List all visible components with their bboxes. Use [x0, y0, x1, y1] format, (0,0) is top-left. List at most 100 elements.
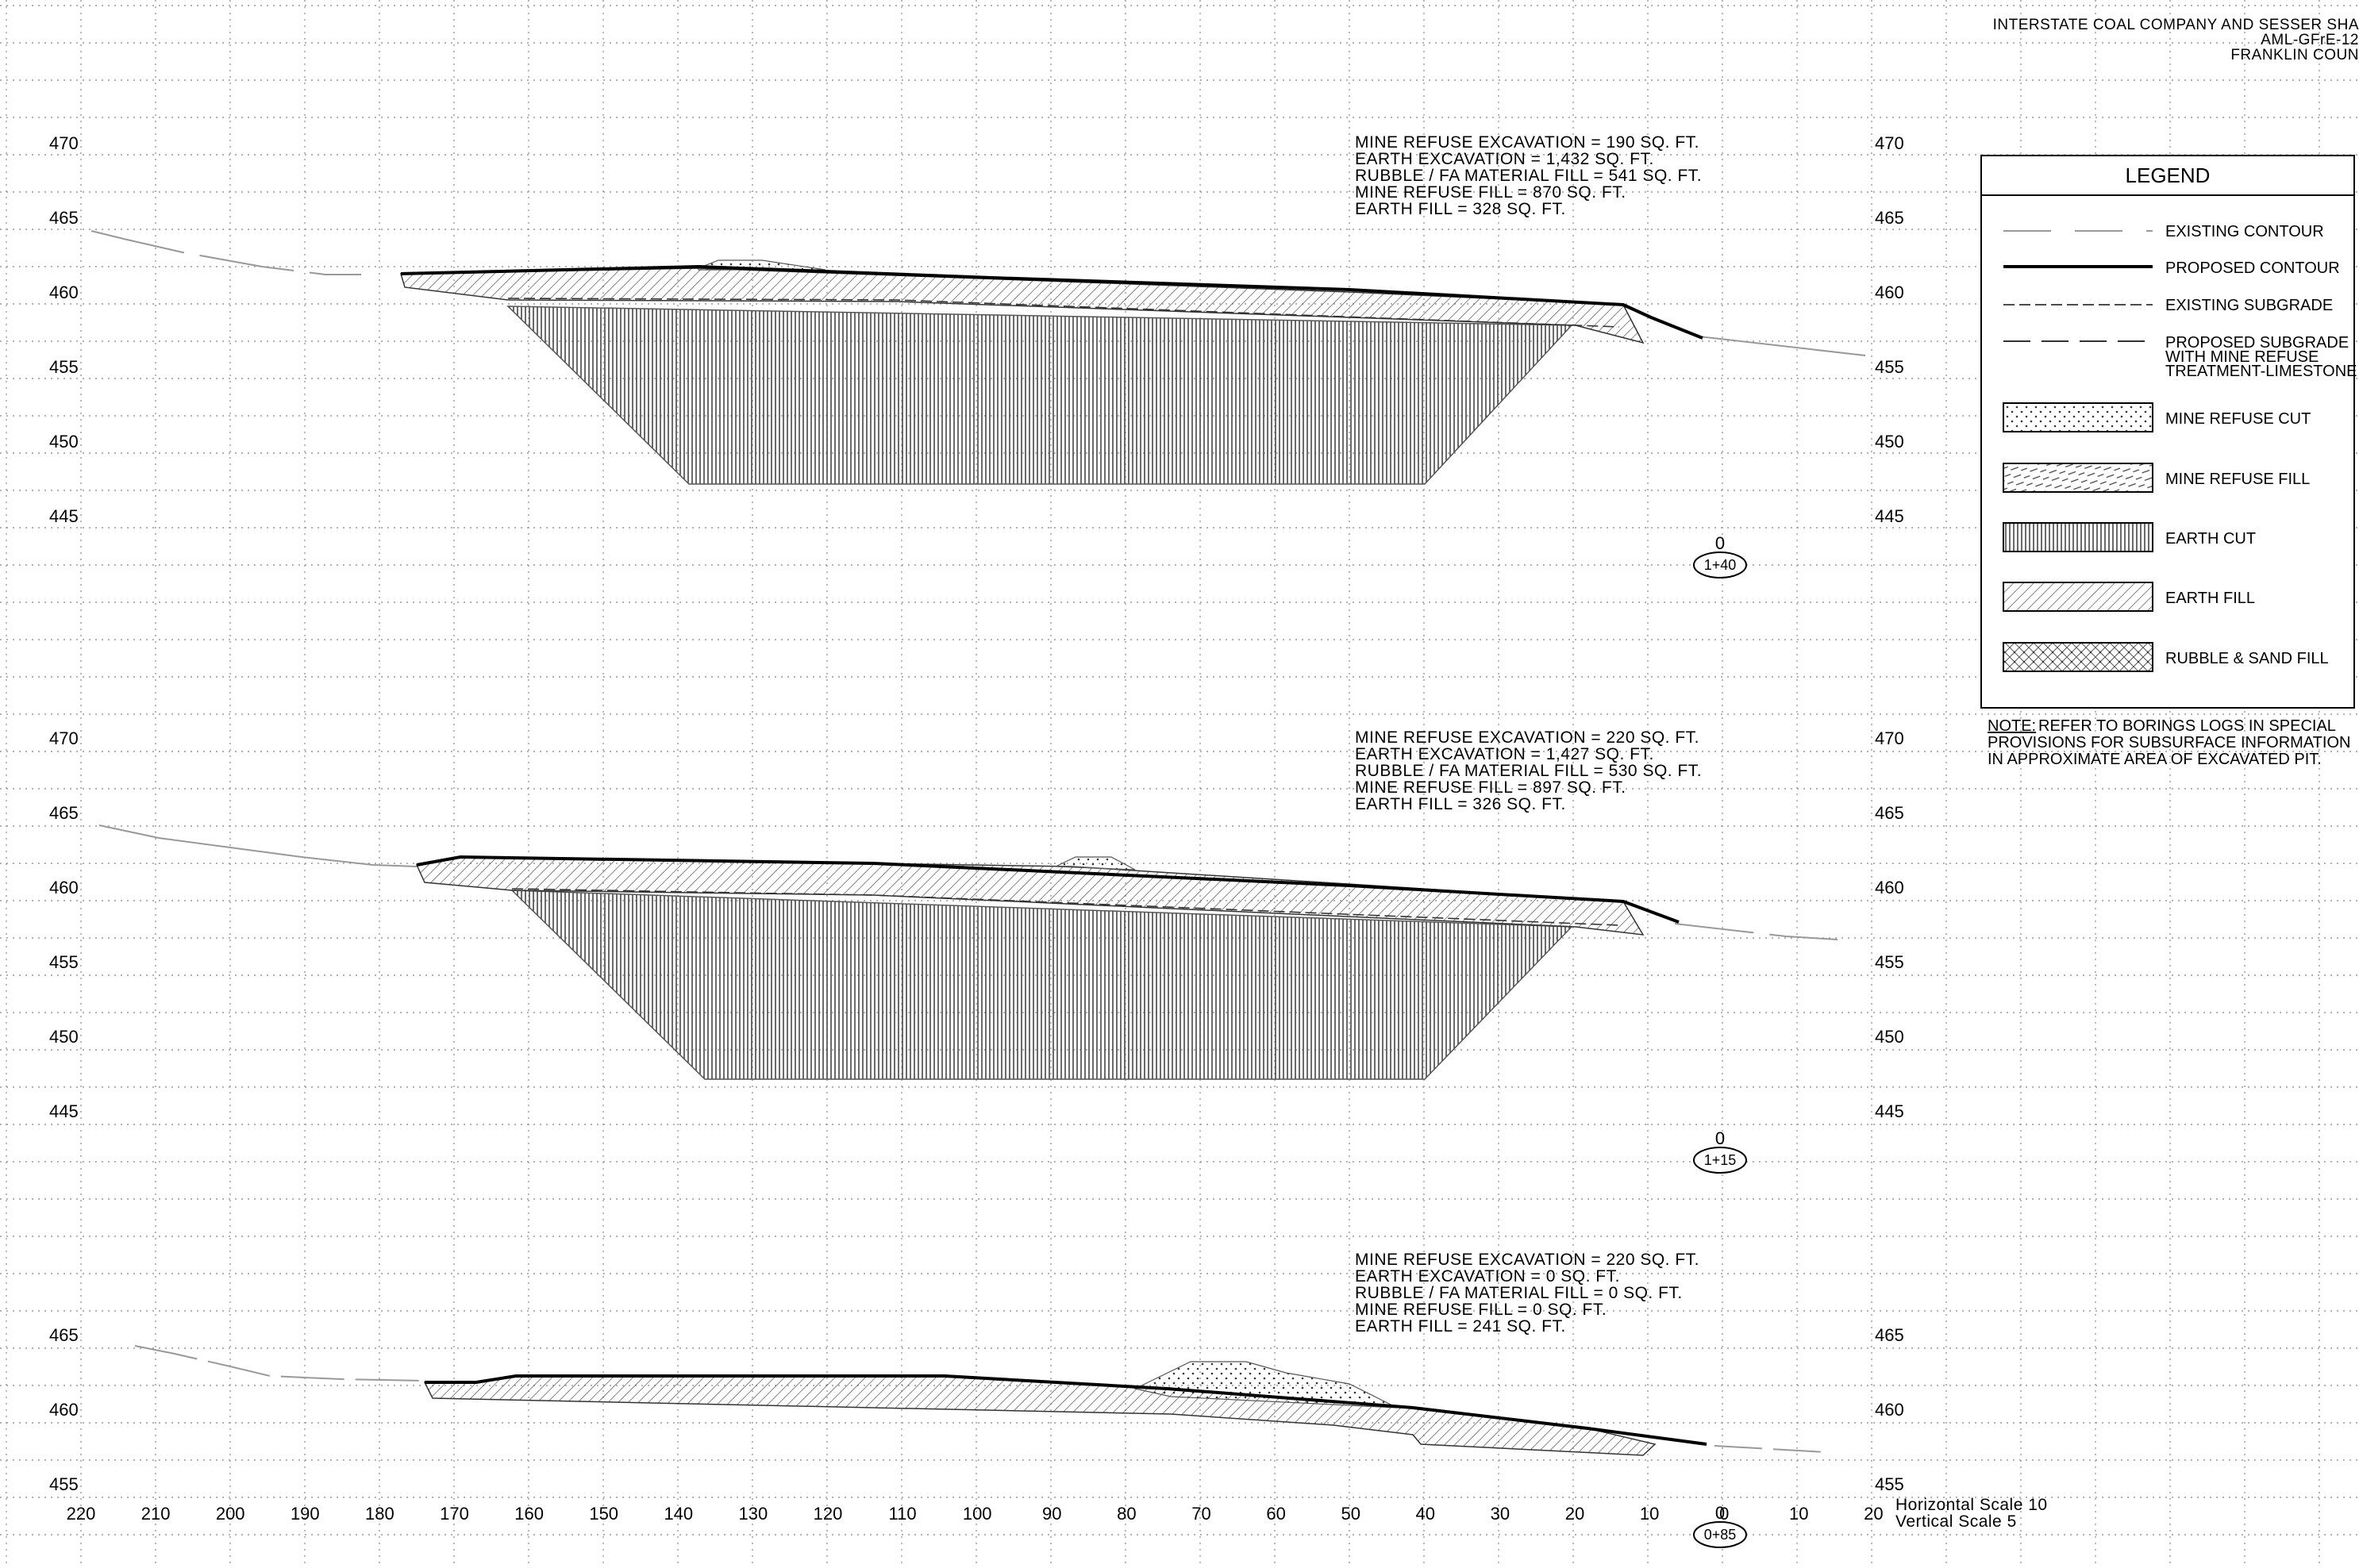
x-tick-label: 170: [440, 1504, 469, 1524]
legend: LEGEND EXISTING CONTOUR PROPOSED CONTOUR…: [1980, 155, 2357, 768]
elevation-label-left: 470: [49, 133, 79, 153]
elevation-label-right: 450: [1875, 1027, 1904, 1047]
legend-proposed-subgrade-line2: WITH MINE REFUSE: [2165, 348, 2319, 366]
station-ellipse: [1693, 551, 1747, 578]
elevation-label-right: 465: [1875, 803, 1904, 823]
x-tick-label: 20: [1864, 1504, 1883, 1524]
x-tick-label: 140: [664, 1504, 693, 1524]
x-tick-label: 90: [1042, 1504, 1061, 1524]
section-1-proposed-contour: [400, 264, 1703, 340]
quantity-line: EARTH FILL = 328 SQ. FT.: [1355, 200, 1566, 218]
legend-note-line3: IN APPROXIMATE AREA OF EXCAVATED PIT.: [1988, 751, 2322, 768]
x-tick-label: 160: [514, 1504, 544, 1524]
elevation-label-left: 450: [49, 1027, 79, 1047]
section-2-existing-subgrade: [511, 888, 1620, 926]
x-tick-label: 20: [1565, 1504, 1584, 1524]
section-1-geometry: [90, 230, 1866, 485]
x-tick-label: 10: [1640, 1504, 1659, 1524]
x-tick-label: 220: [67, 1504, 96, 1524]
elevation-label-left: 445: [49, 506, 79, 526]
quantity-line: RUBBLE / FA MATERIAL FILL = 541 SQ. FT.: [1355, 167, 1702, 185]
elevation-label-right: 450: [1875, 432, 1904, 452]
station-offset: 0: [1715, 1503, 1725, 1523]
section-2-existing-contour: [98, 824, 418, 867]
section-2-earth-cut: [510, 890, 1573, 1080]
quantity-line: RUBBLE / FA MATERIAL FILL = 0 SQ. FT.: [1355, 1284, 1683, 1302]
legend-title: LEGEND: [2126, 163, 2211, 187]
elevation-label-left: 445: [49, 1101, 79, 1121]
elevation-label-right: 445: [1875, 506, 1904, 526]
legend-note-line2: PROVISIONS FOR SUBSURFACE INFORMATION: [1988, 734, 2350, 751]
quantity-line: EARTH FILL = 326 SQ. FT.: [1355, 795, 1566, 813]
horizontal-scale: Horizontal Scale 10: [1895, 1496, 2048, 1514]
section-3: 465 460 455 465 460 455 MINE REFUSE EXCAVATION…: [49, 1251, 1904, 1548]
station-offset: 0: [1715, 1128, 1725, 1148]
elevation-label-right: 445: [1875, 1101, 1904, 1121]
section-2-proposed-contour: [416, 855, 1680, 924]
legend-note-label: NOTE:: [1988, 717, 2036, 735]
elevation-label-right: 460: [1875, 1400, 1904, 1420]
x-tick-label: 10: [1789, 1504, 1808, 1524]
elevation-label-left: 455: [49, 952, 79, 972]
legend-proposed-subgrade: PROPOSED SUBGRADE: [2165, 334, 2349, 352]
x-tick-label: 40: [1416, 1504, 1435, 1524]
title-line-1: INTERSTATE COAL COMPANY AND SESSER SHA: [1992, 17, 2359, 33]
section-3-existing-contour-right: [1714, 1445, 1826, 1453]
legend-mine-refuse-fill: MINE REFUSE FILL: [2165, 471, 2310, 488]
legend-rubble-sand-fill: RUBBLE & SAND FILL: [2165, 650, 2329, 667]
x-tick-label: 110: [889, 1504, 917, 1524]
elevation-label-right: 455: [1875, 952, 1904, 972]
quantity-line: MINE REFUSE FILL = 0 SQ. FT.: [1355, 1301, 1607, 1319]
legend-earth-fill: EARTH FILL: [2165, 590, 2255, 607]
legend-proposed-contour: PROPOSED CONTOUR: [2165, 259, 2340, 277]
x-tick-label: 120: [814, 1504, 843, 1524]
section-2-refuse-cut: [1055, 856, 1136, 870]
x-tick-label: 0: [1719, 1504, 1729, 1524]
section-1-earth-cut: [506, 306, 1573, 485]
elevation-label-left: 465: [49, 208, 79, 228]
quantity-line: EARTH EXCAVATION = 1,432 SQ. FT.: [1355, 150, 1654, 168]
elevation-label-right: 455: [1875, 1474, 1904, 1494]
cross-sections: 470 465 460 455 450 445 470 465 460 455 450 445 MINE…: [49, 133, 1904, 1548]
elevation-label-left: 455: [49, 357, 79, 377]
section-1: 470 465 460 455 450 445 470 465 460 455 450 445 MINE…: [49, 133, 1904, 578]
x-tick-label: 30: [1491, 1504, 1510, 1524]
elevation-label-right: 465: [1875, 208, 1904, 228]
elevation-label-left: 455: [49, 1474, 79, 1494]
legend-mine-refuse-cut: MINE REFUSE CUT: [2165, 410, 2311, 428]
elevation-label-right: 470: [1875, 728, 1904, 748]
station-offset: 0: [1715, 533, 1725, 553]
quantity-line: MINE REFUSE FILL = 870 SQ. FT.: [1355, 183, 1626, 202]
legend-earth-cut: EARTH CUT: [2165, 530, 2256, 548]
quantity-line: EARTH FILL = 241 SQ. FT.: [1355, 1317, 1566, 1335]
elevation-label-right: 465: [1875, 1325, 1904, 1345]
vertical-scale: Vertical Scale 5: [1895, 1512, 2017, 1531]
x-tick-label: 200: [216, 1504, 245, 1524]
quantity-line: EARTH EXCAVATION = 1,427 SQ. FT.: [1355, 745, 1654, 763]
elevation-label-left: 450: [49, 432, 79, 452]
x-tick-label: 60: [1266, 1504, 1285, 1524]
quantity-line: MINE REFUSE EXCAVATION = 220 SQ. FT.: [1355, 728, 1699, 747]
elevation-label-left: 460: [49, 282, 79, 302]
x-tick-label: 50: [1341, 1504, 1360, 1524]
elevation-label-left: 465: [49, 1325, 79, 1345]
quantity-line: MINE REFUSE FILL = 897 SQ. FT.: [1355, 778, 1626, 797]
quantity-line: RUBBLE / FA MATERIAL FILL = 530 SQ. FT.: [1355, 762, 1702, 780]
elevation-label-left: 460: [49, 878, 79, 897]
elevation-label-left: 470: [49, 728, 79, 748]
x-tick-label: 130: [739, 1504, 768, 1524]
section-1-existing-contour: [90, 230, 361, 275]
title-line-2: AML-GFrE-12: [2261, 32, 2359, 48]
legend-existing-contour: EXISTING CONTOUR: [2165, 223, 2324, 240]
title-block: INTERSTATE COAL COMPANY AND SESSER SHA AM…: [1993, 17, 2359, 63]
station-label: 1+15: [1704, 1152, 1737, 1168]
elevation-label-left: 465: [49, 803, 79, 823]
section-3-geometry: [134, 1345, 1826, 1456]
elevation-label-right: 470: [1875, 133, 1904, 153]
x-tick-label: 210: [141, 1504, 171, 1524]
x-axis: 220 210 200 190 180 170 160 150 140 130 120 110 100 9…: [67, 1504, 1884, 1524]
section-3-refuse-cut: [1133, 1361, 1398, 1409]
legend-existing-subgrade: EXISTING SUBGRADE: [2165, 297, 2333, 314]
section-2-geometry: [98, 824, 1838, 1080]
